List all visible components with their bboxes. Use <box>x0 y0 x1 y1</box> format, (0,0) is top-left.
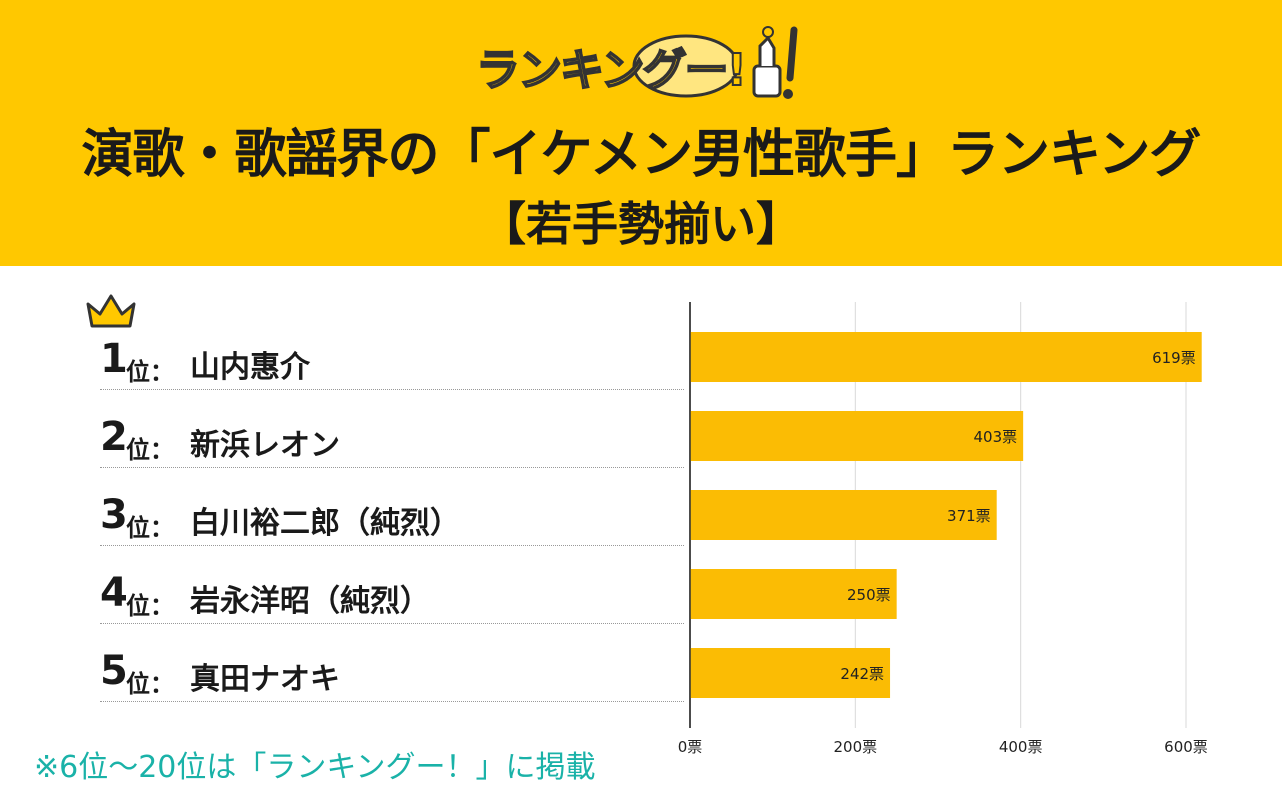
speech-bubble-icon <box>632 26 798 99</box>
tick-label: 0票 <box>678 738 703 756</box>
page-title: 演歌・歌謡界の「イケメン男性歌手」ランキング <box>81 125 1202 185</box>
dotted-divider <box>100 623 684 624</box>
rank-row-2: 2 位： 新浜レオン <box>100 412 684 468</box>
page-subtitle: 【若手勢揃い】 <box>480 197 802 251</box>
rank-name: 白川裕二郎（純烈） <box>190 506 460 541</box>
bar-value-label: 250票 <box>847 586 891 604</box>
rank-name: 山内惠介 <box>190 350 310 385</box>
rank-number: 5 <box>100 648 128 694</box>
bar <box>690 490 997 540</box>
bar <box>690 648 891 698</box>
header-banner: ランキングー! 演歌・歌謡界の「イケメン男性歌手」ランキング 【若手勢揃い】 <box>0 0 1282 266</box>
bar <box>690 332 1202 382</box>
rank-suffix: 位： <box>126 592 174 620</box>
rank-row-1: 1 位： 山内惠介 <box>100 334 684 390</box>
dotted-divider <box>100 389 684 390</box>
rank-name: 新浜レオン <box>190 428 340 463</box>
rank-suffix: 位： <box>126 436 174 464</box>
rank-suffix: 位： <box>126 358 174 386</box>
rank-row-3: 3 位： 白川裕二郎（純烈） <box>100 490 684 546</box>
logo-text: ランキングー! <box>475 44 748 97</box>
rank-number: 1 <box>100 336 128 382</box>
rank-name: 真田ナオキ <box>190 662 340 697</box>
bar-value-label: 619票 <box>1152 349 1196 367</box>
rank-row-4: 4 位： 岩永洋昭（純烈） <box>100 568 684 624</box>
bar <box>690 569 897 619</box>
ranking-goo-logo[interactable]: ランキングー! <box>468 18 828 104</box>
dotted-divider <box>100 467 684 468</box>
rank-number: 2 <box>100 414 128 460</box>
rank-name: 岩永洋昭（純烈） <box>190 584 430 619</box>
bar <box>690 411 1024 461</box>
rank-number: 3 <box>100 492 128 538</box>
rank-row-5: 5 位： 真田ナオキ <box>100 646 684 702</box>
tick-label: 600票 <box>1164 738 1208 756</box>
bar-value-label: 371票 <box>947 507 991 525</box>
tick-label: 400票 <box>999 738 1043 756</box>
bar-value-label: 403票 <box>974 428 1018 446</box>
crown-icon <box>86 294 136 328</box>
dotted-divider <box>100 701 684 702</box>
footnote[interactable]: ※6位〜20位は「ランキングー！」に掲載 <box>34 750 596 785</box>
rank-suffix: 位： <box>126 670 174 698</box>
rank-number: 4 <box>100 570 128 616</box>
tick-label: 200票 <box>834 738 878 756</box>
rank-suffix: 位： <box>126 514 174 542</box>
dotted-divider <box>100 545 684 546</box>
bar-value-label: 242票 <box>840 665 884 683</box>
